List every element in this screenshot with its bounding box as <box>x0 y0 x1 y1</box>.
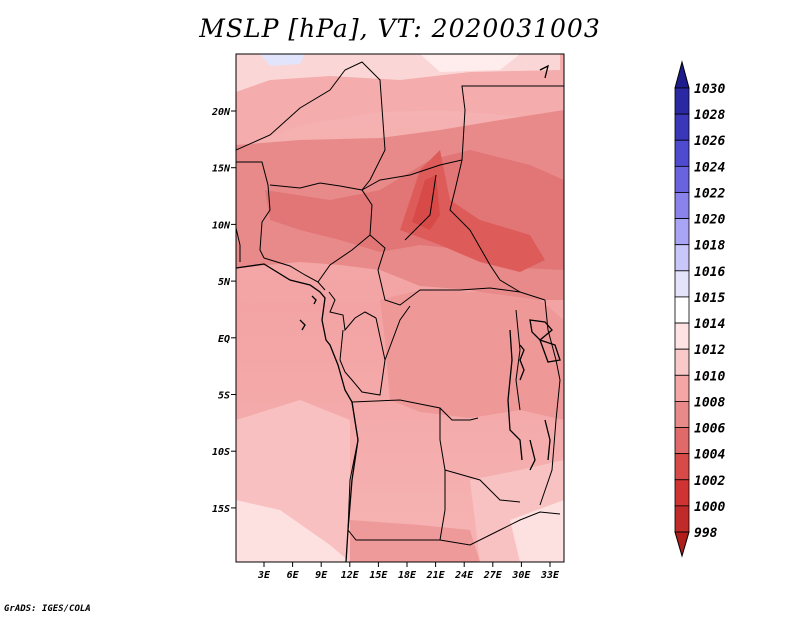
lon-tick-label: 33E <box>540 570 560 581</box>
grads-credit: GrADS: IGES/COLA <box>4 604 91 614</box>
colorbar-label: 1016 <box>694 265 725 280</box>
colorbar-segment <box>674 427 690 455</box>
lon-tick-label: 15E <box>369 570 388 581</box>
colorbar-segment <box>674 192 690 219</box>
lat-tick-label: 20N <box>211 107 231 118</box>
colorbar-segment <box>674 165 690 193</box>
colorbar-segment <box>674 296 690 324</box>
map-frame <box>235 53 565 563</box>
pressure-band-north <box>236 54 564 150</box>
colorbar-label: 1022 <box>694 186 725 201</box>
colorbar-label: 1014 <box>694 317 725 332</box>
colorbar-segment <box>674 87 690 115</box>
colorbar-label: 1020 <box>694 213 725 228</box>
coastline <box>236 64 561 562</box>
pressure-band-south-central <box>350 520 480 562</box>
lon-tick-label: 24E <box>454 570 474 581</box>
lat-tick-label: 5N <box>218 277 231 288</box>
pressure-band-north-white <box>420 54 520 72</box>
colorbar-top-arrow <box>674 60 690 89</box>
colorbar-label: 1026 <box>694 134 725 149</box>
colorbar-label: 1024 <box>694 160 725 175</box>
colorbar-label: 1000 <box>694 500 725 515</box>
map-title: MSLP [hPa], VT: 2020031003 <box>199 14 601 43</box>
latitude-axis: 20N 15N 10N 5N EQ 5S 10S 15S <box>211 107 236 515</box>
colorbar-segment <box>674 113 690 141</box>
colorbar-segment <box>674 374 690 402</box>
lat-tick-label: EQ <box>218 334 230 345</box>
colorbar-segment <box>674 244 690 272</box>
lat-tick-label: 10S <box>212 447 230 458</box>
lon-tick-label: 21E <box>426 570 446 581</box>
lon-tick-label: 18E <box>398 570 417 581</box>
colorbar-label: 1012 <box>694 343 725 358</box>
pressure-band-south-east-light <box>510 500 564 562</box>
map-plot-area <box>236 54 564 562</box>
pressure-band-1008 <box>380 290 564 420</box>
pressure-band-south-light <box>236 500 350 562</box>
colorbar-segment <box>674 479 690 507</box>
colorbar-segment <box>674 270 690 298</box>
colorbar-segment <box>674 453 690 481</box>
pressure-core-low <box>412 175 440 230</box>
colorbar-segment <box>674 401 690 428</box>
colorbar-segment <box>674 322 690 350</box>
colorbar-label: 1030 <box>694 82 725 97</box>
colorbar-label: 998 <box>694 526 718 541</box>
colorbar-label: 1008 <box>694 395 725 410</box>
colorbar-segment <box>674 348 690 376</box>
lat-tick-label: 15S <box>212 504 230 515</box>
lon-tick-label: 30E <box>511 570 531 581</box>
colorbar-label: 1010 <box>694 369 725 384</box>
colorbar-segment <box>674 505 690 533</box>
lat-tick-label: 10N <box>212 220 231 231</box>
colorbar-label: 1015 <box>694 291 725 306</box>
colorbar: 1030 1028 1026 1024 1022 1020 1018 1016 1015 1014… <box>674 60 725 558</box>
colorbar-segment <box>674 139 690 167</box>
colorbar-label: 1028 <box>694 108 725 123</box>
lon-tick-label: 9E <box>315 570 328 581</box>
lat-tick-label: 5S <box>218 391 230 402</box>
lon-tick-label: 12E <box>341 570 360 581</box>
colorbar-label: 1006 <box>694 422 725 437</box>
colorbar-label: 1004 <box>694 448 725 463</box>
country-borders <box>236 61 564 546</box>
lon-tick-label: 6E <box>287 570 300 581</box>
colorbar-label: 1002 <box>694 474 725 489</box>
lon-tick-label: 3E <box>257 570 271 581</box>
lat-tick-label: 15N <box>212 164 231 175</box>
longitude-axis: 3E 6E 9E 12E 15E 18E 21E 24E 27E 30E 33E <box>257 562 560 581</box>
colorbar-bottom-arrow <box>674 531 690 558</box>
colorbar-segment <box>674 218 690 246</box>
high-pressure-spot <box>260 54 305 66</box>
colorbar-label: 1018 <box>694 239 725 254</box>
lon-tick-label: 27E <box>483 570 503 581</box>
